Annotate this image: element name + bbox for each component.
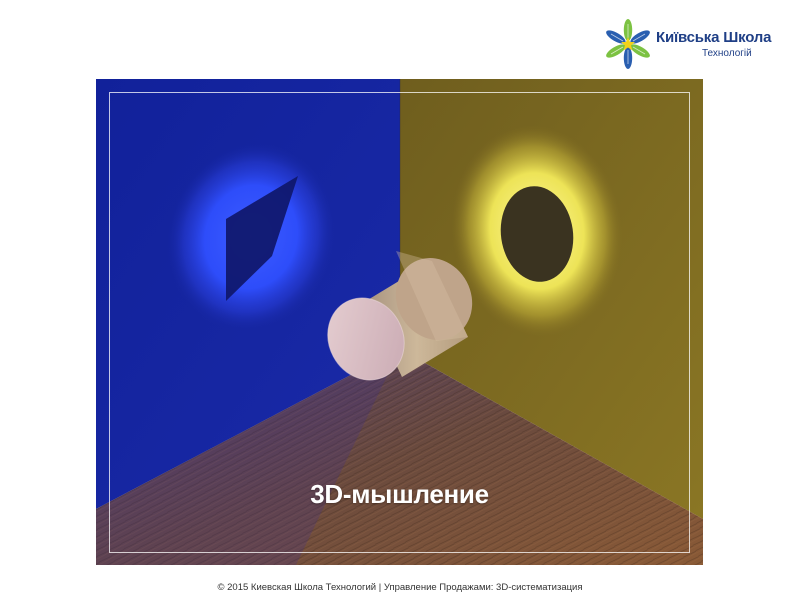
logo-title: Київська Школа	[656, 29, 772, 46]
logo-subtitle: Технологій	[702, 48, 752, 59]
scene-svg	[96, 79, 703, 565]
footer-copyright: © 2015 Киевская Школа Технологий | Управ…	[217, 582, 583, 593]
illustration-3d-thinking: 3D-мышление	[96, 79, 703, 565]
slide-caption: 3D-мышление	[310, 479, 489, 509]
snowflake-star-logo-icon	[606, 19, 650, 69]
logo: Київська Школа Технологій	[604, 18, 784, 70]
